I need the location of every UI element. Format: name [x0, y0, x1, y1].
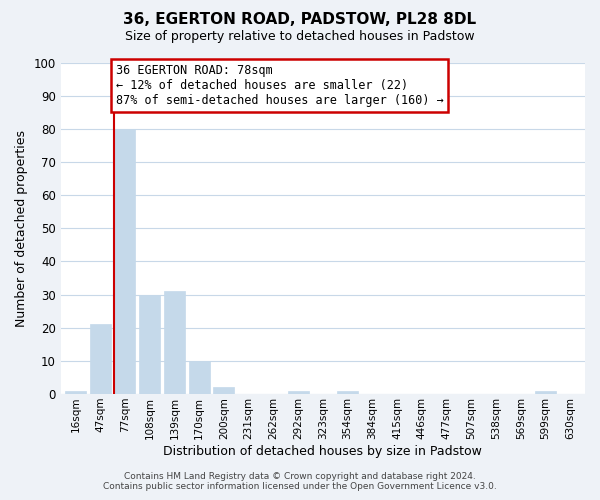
- Bar: [139, 294, 160, 394]
- Bar: [115, 129, 136, 394]
- Bar: [535, 390, 556, 394]
- Bar: [164, 292, 185, 394]
- X-axis label: Distribution of detached houses by size in Padstow: Distribution of detached houses by size …: [163, 444, 482, 458]
- Bar: [90, 324, 111, 394]
- Bar: [65, 390, 86, 394]
- Text: Contains HM Land Registry data © Crown copyright and database right 2024.
Contai: Contains HM Land Registry data © Crown c…: [103, 472, 497, 491]
- Bar: [287, 390, 308, 394]
- Y-axis label: Number of detached properties: Number of detached properties: [15, 130, 28, 327]
- Bar: [337, 390, 358, 394]
- Text: 36 EGERTON ROAD: 78sqm
← 12% of detached houses are smaller (22)
87% of semi-det: 36 EGERTON ROAD: 78sqm ← 12% of detached…: [116, 64, 443, 107]
- Bar: [188, 361, 209, 394]
- Text: 36, EGERTON ROAD, PADSTOW, PL28 8DL: 36, EGERTON ROAD, PADSTOW, PL28 8DL: [124, 12, 476, 28]
- Text: Size of property relative to detached houses in Padstow: Size of property relative to detached ho…: [125, 30, 475, 43]
- Bar: [214, 388, 235, 394]
